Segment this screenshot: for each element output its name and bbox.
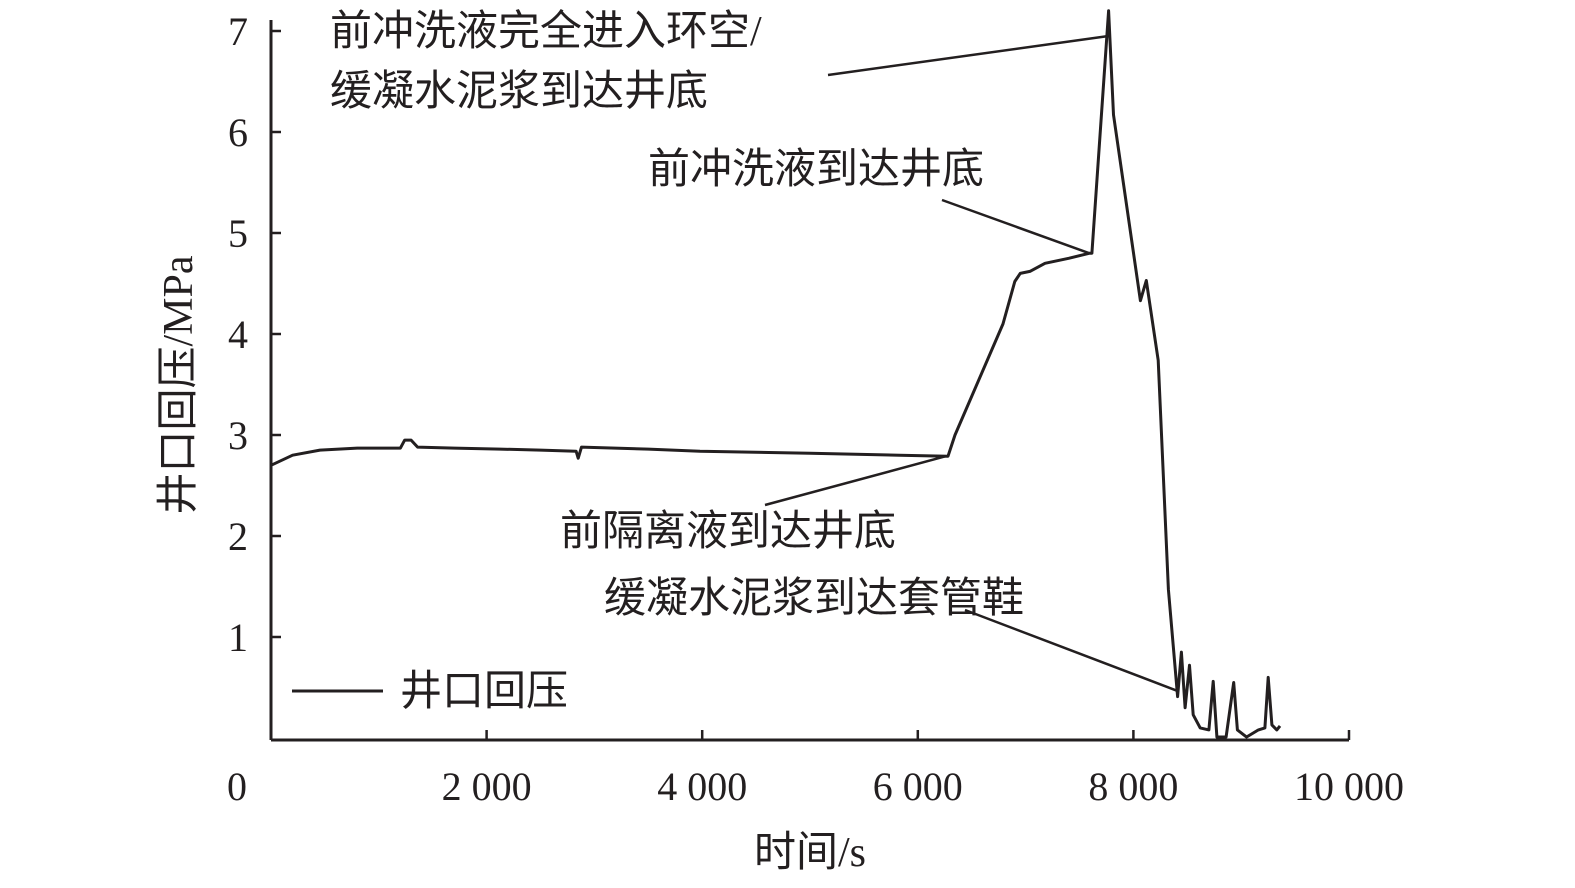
x-tick-label: 8 000 — [1088, 764, 1178, 809]
annotation-leader-line — [827, 34, 1109, 77]
annotation-text: 缓凝水泥浆到达井底 — [330, 69, 708, 115]
annotation-text: 前冲洗液到达井底 — [648, 147, 984, 193]
annotation-text: 缓凝水泥浆到达套管鞋 — [604, 576, 1024, 622]
annotation-text: 前冲洗液完全进入环空/ — [330, 8, 762, 55]
annotations: 前冲洗液完全进入环空/缓凝水泥浆到达井底前冲洗液到达井底前隔离液到达井底缓凝水泥… — [330, 8, 1177, 692]
axes — [269, 20, 1349, 742]
annotation-leader-line — [764, 455, 947, 507]
x-tick-label: 0 — [227, 764, 247, 809]
annotation-text: 前隔离液到达井底 — [560, 508, 896, 555]
ticks: 0 2 000 4 000 6 000 8 000 10 000 1 2 3 4 5 6 7 — [227, 9, 1404, 809]
x-tick-label: 4 000 — [657, 764, 747, 809]
y-tick-label: 4 — [228, 312, 248, 357]
annotation-leader-line — [964, 608, 1177, 692]
x-axis-label: 时间/s — [754, 830, 866, 876]
legend: 井口回压 — [292, 669, 568, 715]
y-tick-label: 1 — [228, 615, 248, 660]
x-tick-label: 10 000 — [1294, 764, 1404, 809]
y-tick-label: 7 — [228, 9, 248, 54]
series-layer — [270, 9, 1282, 739]
x-tick-label: 2 000 — [442, 764, 532, 809]
x-tick-label: 6 000 — [873, 764, 963, 809]
y-tick-label: 5 — [228, 211, 248, 256]
y-tick-label: 6 — [228, 110, 248, 155]
series-line — [270, 9, 1282, 739]
legend-label: 井口回压 — [400, 669, 568, 715]
y-tick-label: 2 — [228, 514, 248, 559]
y-tick-label: 3 — [228, 413, 248, 458]
annotation-leader-line — [941, 198, 1090, 255]
y-axis-label: 井口回压/MPa — [156, 255, 202, 514]
